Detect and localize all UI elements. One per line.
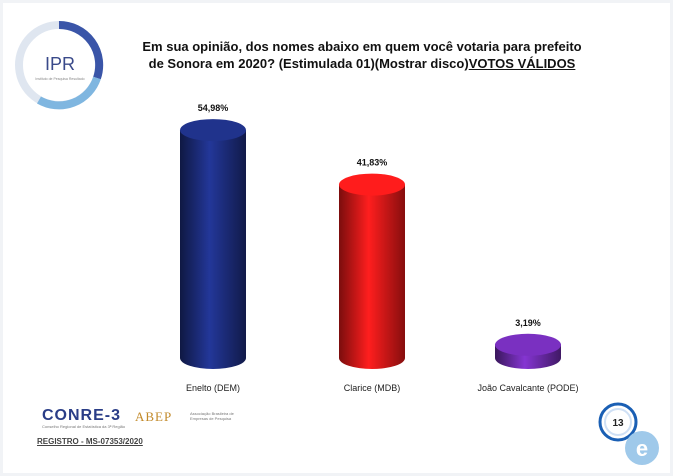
- ipr-logo: IPR Instituto de Pesquisa Resultado: [14, 20, 104, 110]
- category-label: João Cavalcante (PODE): [477, 383, 578, 393]
- conre-subtext: Conselho Regional de Estatística da 3ª R…: [42, 424, 126, 429]
- bar-body: [339, 184, 405, 358]
- logo-subtext: Instituto de Pesquisa Resultado: [35, 77, 84, 81]
- title-line2-b: VOTOS VÁLIDOS: [468, 56, 576, 71]
- bar-body: [180, 130, 246, 358]
- registro-text: REGISTRO - MS-07353/2020: [37, 437, 143, 446]
- category-label: Enelto (DEM): [186, 383, 240, 393]
- page-number-badge: 13: [598, 402, 638, 442]
- title-line1: Em sua opinião, dos nomes abaixo em quem…: [142, 39, 582, 54]
- page-title: Em sua opinião, dos nomes abaixo em quem…: [132, 38, 592, 72]
- bar-top: [339, 173, 405, 196]
- brand-icon: e: [625, 431, 659, 465]
- logo-text: IPR: [45, 54, 75, 74]
- bar: [180, 119, 246, 369]
- bar-top: [495, 333, 561, 356]
- bar-base: [180, 347, 246, 369]
- bar-base: [339, 347, 405, 369]
- bar: [339, 173, 405, 369]
- abep-subtext: Associação Brasileira de Empresas de Pes…: [190, 411, 234, 421]
- bar: [495, 333, 561, 369]
- conre-logo: CONRE-3: [42, 407, 122, 424]
- bar-top: [180, 119, 246, 142]
- abep-logo: ABEP: [135, 409, 173, 424]
- value-label: 3,19%: [515, 318, 541, 328]
- value-label: 54,98%: [198, 103, 229, 113]
- category-label: Clarice (MDB): [344, 383, 401, 393]
- title-line2-a: de Sonora em 2020? (Estimulada 01)(Mostr…: [148, 56, 469, 71]
- page-number: 13: [612, 418, 624, 429]
- value-label: 41,83%: [357, 158, 388, 168]
- svg-text:e: e: [636, 436, 648, 461]
